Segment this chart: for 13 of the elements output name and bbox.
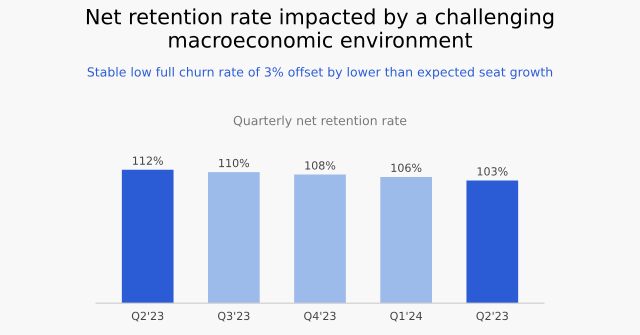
x-tick-label: Q2'23 [476,312,508,322]
data-label: 108% [305,161,336,170]
x-tick-label: Q2'23 [132,312,164,322]
chart-subtitle: Stable low full churn rate of 3% offset by lower than expected seat growth [88,67,552,80]
data-label: 112% [133,156,163,165]
chart-title: Net retention rate impacted by a challenging macroeconomic environment [86,8,554,48]
x-tick-label: Q1'24 [390,312,422,322]
x-tick-label: Q4'23 [304,312,336,322]
data-label: 110% [219,158,250,168]
data-label: 106% [391,164,422,172]
data-label: 103% [478,167,508,176]
text: Quarterly net retention rate [234,116,406,128]
x-tick-label: Q3'23 [218,312,250,322]
